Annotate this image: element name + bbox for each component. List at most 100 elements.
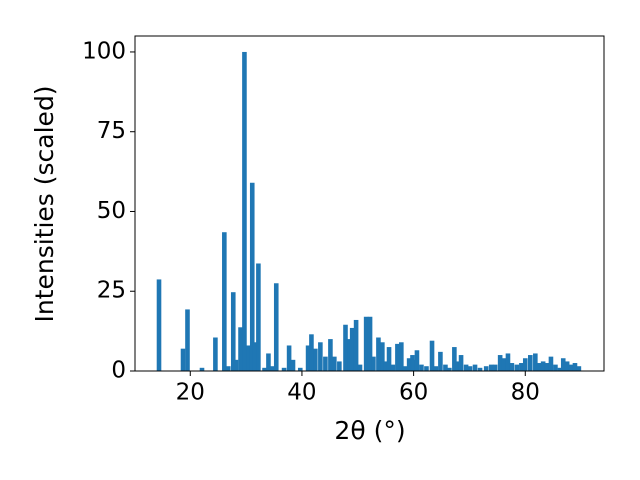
bar (246, 345, 251, 371)
bar (363, 316, 369, 371)
x-tick-label: 20 (176, 380, 205, 406)
bar (273, 283, 279, 371)
bar (357, 364, 363, 371)
bar (281, 367, 287, 371)
bar (424, 366, 429, 371)
bar (402, 366, 408, 371)
bar (557, 367, 563, 371)
bar (522, 358, 528, 371)
bar (501, 358, 507, 371)
bar (540, 361, 546, 371)
bar (505, 353, 511, 371)
bar (560, 358, 566, 371)
bar (533, 353, 538, 371)
bar (156, 279, 162, 371)
bar (414, 350, 420, 371)
bar (386, 347, 392, 371)
bar (467, 366, 473, 371)
bar (472, 364, 478, 371)
x-tick-label: 40 (287, 380, 316, 406)
bar (376, 337, 381, 371)
bar (371, 356, 376, 371)
bar (180, 348, 186, 371)
bar (297, 367, 303, 371)
bar (519, 363, 524, 371)
bar (447, 367, 452, 371)
bar (553, 364, 558, 371)
bar (238, 327, 243, 371)
bar (488, 364, 494, 371)
bar (536, 363, 542, 371)
y-tick-label: 25 (97, 278, 126, 304)
bar (455, 361, 461, 371)
bar (323, 356, 328, 371)
bar (572, 363, 578, 371)
bar (395, 343, 400, 371)
x-axis-title: 2θ (°) (334, 416, 405, 445)
bar (483, 366, 489, 371)
bar (332, 356, 337, 371)
bar (497, 355, 503, 371)
y-tick-label: 50 (97, 198, 126, 224)
bar (367, 316, 373, 371)
y-tick-label: 100 (82, 38, 126, 64)
bar (270, 366, 275, 371)
bar (463, 364, 469, 371)
bar (318, 342, 323, 371)
bar (514, 364, 520, 371)
bar (313, 348, 318, 371)
bar (225, 366, 231, 371)
bar (380, 342, 385, 371)
bar (411, 359, 417, 371)
bar (213, 337, 218, 371)
bar (544, 363, 550, 371)
bar (438, 351, 443, 371)
bar (290, 359, 296, 371)
bar (337, 361, 342, 371)
bar (343, 324, 348, 371)
bar (309, 334, 314, 371)
bar (249, 182, 255, 371)
bar (443, 364, 448, 371)
bar (262, 367, 267, 371)
bar (383, 361, 389, 371)
bar (509, 363, 515, 371)
bar (399, 342, 404, 371)
y-tick-label: 0 (111, 358, 126, 384)
bar (353, 319, 359, 371)
bar (429, 340, 435, 371)
bar (222, 232, 227, 371)
bar (199, 367, 205, 371)
x-tick-label: 80 (511, 380, 540, 406)
bar (452, 347, 457, 371)
bar (233, 359, 239, 371)
bar (419, 364, 424, 371)
x-tick-label: 60 (399, 380, 428, 406)
bar (242, 51, 247, 371)
y-tick-label: 75 (97, 118, 126, 144)
y-axis-title: Intensities (scaled) (30, 85, 59, 322)
bar (433, 366, 439, 371)
bar (286, 345, 292, 371)
bar (564, 361, 570, 371)
bar (390, 364, 396, 371)
bar (349, 327, 355, 371)
plot-frame (134, 35, 605, 372)
bar (492, 364, 498, 371)
bar (256, 263, 261, 371)
bar (305, 345, 311, 371)
bar (576, 366, 582, 371)
bar (458, 355, 464, 371)
bar (548, 356, 554, 371)
bar (266, 353, 271, 371)
bar (477, 367, 483, 371)
bar (185, 309, 190, 371)
bar (328, 339, 333, 371)
bar (347, 339, 352, 371)
bar (230, 292, 236, 371)
bar (528, 355, 533, 371)
bar (252, 342, 257, 371)
bar (568, 364, 574, 371)
